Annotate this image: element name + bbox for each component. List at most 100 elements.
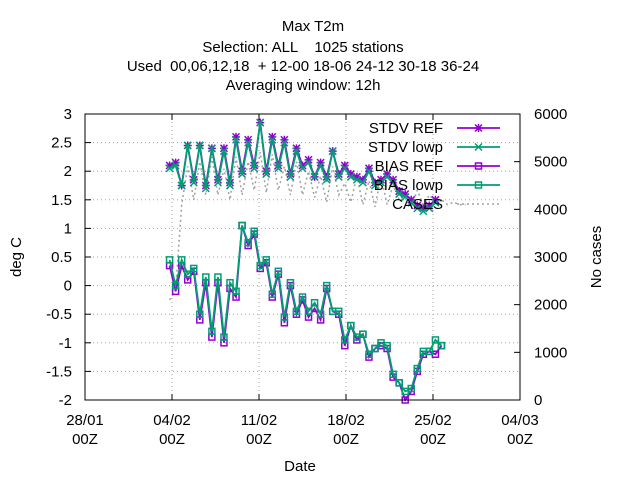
- data-point: [225, 181, 235, 190]
- data-point: [419, 207, 428, 216]
- data-point: [280, 135, 289, 144]
- x-tick-label-date: 25/02: [414, 412, 452, 429]
- data-point: [165, 161, 174, 170]
- data-point: [425, 201, 434, 210]
- data-point: [370, 181, 380, 190]
- data-point: [171, 161, 180, 170]
- data-point: [262, 170, 271, 179]
- data-point: [244, 135, 253, 144]
- data-point: [286, 278, 295, 287]
- plot-border: [84, 113, 521, 401]
- data-point: [304, 158, 313, 167]
- data-point: [207, 144, 216, 153]
- data-point: [189, 178, 198, 187]
- y-tick-label: 2: [64, 163, 72, 180]
- data-point: [238, 170, 247, 179]
- data-point: [340, 161, 349, 170]
- y-tick-label: 0.5: [51, 249, 72, 266]
- data-point: [262, 256, 270, 264]
- data-point: [395, 187, 404, 196]
- chart-subtitle-averaging: Averaging window: 12h: [226, 77, 381, 94]
- data-point: [370, 178, 380, 187]
- data-point: [364, 167, 373, 176]
- data-point: [310, 299, 319, 307]
- data-point: [437, 341, 446, 350]
- data-point: [316, 310, 325, 318]
- y2-tick-label: 1000: [534, 344, 567, 361]
- data-point: [334, 172, 343, 181]
- x-tick-label-hour: 00Z: [159, 431, 185, 448]
- data-point: [383, 172, 392, 181]
- grid: [85, 114, 520, 400]
- y-tick-label: -1: [59, 335, 72, 352]
- data-point: [250, 227, 258, 236]
- legend-label: BIAS lowp: [374, 177, 443, 194]
- data-point: [298, 164, 307, 173]
- data-point: [232, 135, 241, 144]
- data-point: [286, 172, 295, 181]
- data-point: [347, 321, 355, 330]
- data-point: [304, 307, 313, 316]
- data-point: [268, 132, 277, 141]
- data-point: [183, 270, 192, 278]
- y2-tick-label: 3000: [534, 249, 567, 266]
- y2-tick-label: 2000: [534, 297, 567, 314]
- data-point: [280, 138, 289, 147]
- data-point: [171, 158, 180, 167]
- data-point: [413, 364, 422, 373]
- y2-tick-label: 0: [534, 392, 542, 409]
- data-point: [268, 135, 277, 144]
- data-point: [232, 132, 241, 141]
- series-line: [168, 225, 443, 393]
- data-point: [389, 175, 398, 184]
- data-point: [316, 161, 325, 170]
- data-point: [202, 273, 210, 281]
- data-point: [341, 336, 349, 344]
- y2-tick-label: 4000: [534, 201, 567, 218]
- data-point: [171, 281, 180, 290]
- data-point: [335, 307, 343, 316]
- data-point: [352, 175, 361, 184]
- data-point: [474, 142, 483, 152]
- data-point: [177, 256, 186, 264]
- data-point: [346, 172, 355, 181]
- x-tick-label-date: 28/01: [66, 412, 104, 429]
- data-point: [298, 161, 307, 170]
- data-point: [238, 221, 246, 230]
- data-point: [274, 164, 283, 173]
- data-point: [190, 264, 198, 273]
- data-point: [256, 261, 264, 270]
- series-bias-lowp: [165, 221, 446, 396]
- data-point: [232, 287, 240, 296]
- x-tick-label-hour: 00Z: [333, 431, 359, 448]
- data-point: [419, 204, 428, 213]
- data-point: [407, 198, 416, 207]
- data-point: [389, 370, 397, 379]
- data-point: [201, 184, 210, 193]
- y-tick-label: 2.5: [51, 135, 72, 152]
- legend-label: STDV REF: [369, 120, 443, 137]
- data-point: [474, 162, 483, 170]
- data-point: [358, 175, 367, 184]
- data-point: [256, 118, 265, 127]
- data-point: [165, 164, 174, 173]
- y-tick-label: -1.5: [46, 363, 72, 380]
- data-point: [401, 190, 410, 199]
- data-point: [377, 178, 386, 187]
- data-point: [359, 330, 367, 338]
- data-point: [352, 172, 361, 181]
- data-point: [425, 204, 434, 213]
- data-point: [383, 341, 391, 350]
- data-point: [310, 172, 319, 181]
- data-point: [316, 158, 325, 167]
- data-point: [322, 175, 331, 184]
- data-point: [244, 138, 253, 147]
- chart-subtitle-used: Used 00,06,12,18 + 12-00 18-06 24-12 30-…: [127, 58, 479, 75]
- legend-label: BIAS REF: [375, 158, 443, 175]
- x-tick-label-hour: 00Z: [420, 431, 446, 448]
- data-point: [365, 350, 373, 358]
- series-line: [168, 151, 466, 301]
- y-tick-label: -2: [59, 392, 72, 409]
- series-cases: [168, 151, 466, 301]
